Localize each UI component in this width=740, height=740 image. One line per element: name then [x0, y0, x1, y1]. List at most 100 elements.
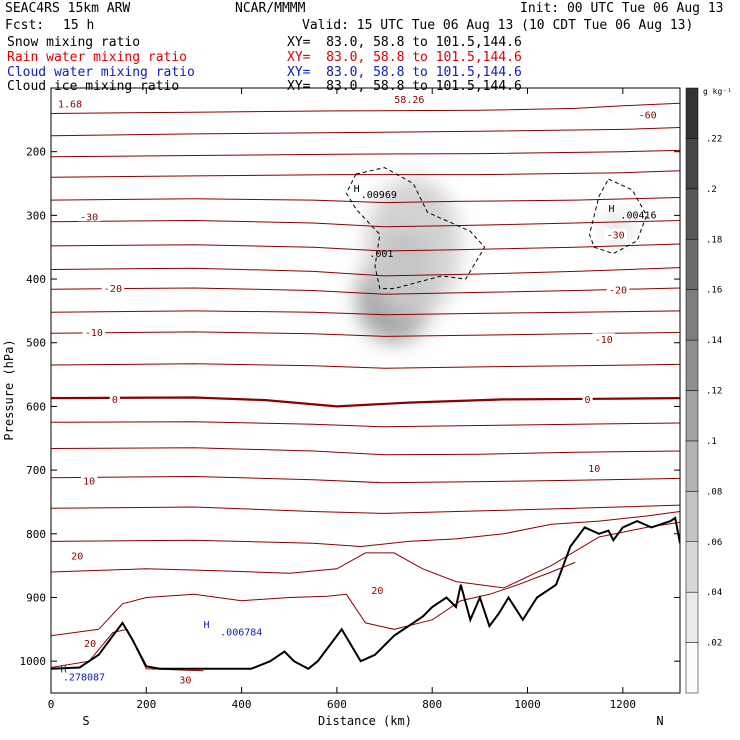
snow-shade-2	[365, 177, 461, 318]
contour-label-13: 30	[179, 675, 191, 686]
colorbar-tick-label-6: .14	[706, 336, 722, 346]
x-tick-label-0: 0	[48, 698, 55, 711]
contour-label-10: 10	[588, 464, 600, 475]
colorbar-tick-label-3: .08	[706, 487, 722, 497]
field-name-snow: Snow mixing ratio	[7, 35, 141, 50]
temperature-contour-17	[51, 511, 680, 548]
colorbar: .02 .04 .06 .08 .1 .12 .14 .16 .18 .2 .22	[685, 87, 722, 694]
forecast-hour: 15 h	[63, 18, 95, 33]
x-tick-label-2: 400	[232, 698, 252, 711]
contour-label-4: -20	[609, 286, 627, 297]
contour-label-0: -60	[639, 110, 657, 121]
contour-label-2: -30	[607, 231, 625, 242]
y-tick-label-2: 400	[26, 273, 46, 286]
cloud-ice-high-label-0: H	[354, 184, 360, 195]
contour-label-bg-2	[604, 228, 627, 240]
temperature-contour-2	[51, 149, 680, 158]
terrain-line	[51, 516, 680, 670]
temperature-contour-14	[51, 447, 680, 456]
y-tick-label-8: 1000	[20, 655, 47, 668]
x-tick-label-6: 1200	[610, 698, 637, 711]
contour-label-bg-8	[582, 393, 593, 405]
contour-label-bg-14	[81, 636, 99, 648]
field-xy-snow: XY= 83.0, 58.8 to 101.5,144.6	[287, 35, 522, 50]
annotation-label-1: H	[203, 620, 209, 631]
snow-shading	[355, 177, 633, 343]
temperature-contour-3	[51, 170, 680, 178]
colorbar-swatch-11	[685, 87, 699, 139]
colorbar-swatch-10	[685, 138, 699, 190]
y-tick-label-4: 600	[26, 400, 46, 413]
colorbar-swatch-1	[685, 591, 699, 643]
temperature-contour-8	[51, 287, 680, 295]
contour-label-15: 1.68	[58, 100, 82, 111]
annotation-label-3: H	[61, 665, 67, 676]
contour-label-bg-5	[82, 326, 106, 338]
temperature-contour-13	[51, 421, 680, 428]
y-tick-label-3: 500	[26, 337, 46, 350]
init-time: Init: 00 UTC Tue 06 Aug 13	[520, 1, 724, 16]
temperature-contour-7	[51, 267, 680, 277]
y-tick-label-1: 300	[26, 209, 46, 222]
colorbar-swatch-5	[685, 390, 699, 442]
colorbar-swatch-8	[685, 239, 699, 290]
contour-label-bg-12	[369, 584, 386, 596]
contour-label-bg-7	[109, 393, 120, 405]
plot-frame	[50, 87, 681, 694]
colorbar-swatch-4	[685, 440, 699, 492]
contour-label-7: 0	[112, 395, 118, 406]
temperature-contour-6	[51, 243, 680, 252]
temperature-contour-18	[51, 521, 680, 589]
contour-label-bg-1	[77, 210, 101, 222]
contour-label-1: -30	[80, 212, 98, 223]
org-label: NCAR/MMMM	[235, 1, 306, 16]
colorbar-swatch-2	[685, 541, 699, 593]
annotation-label-0: .001	[369, 249, 393, 260]
contour-label-bg-9	[80, 474, 98, 486]
annotation-label-4: .278087	[63, 672, 105, 683]
temperature-contour-20	[51, 628, 204, 672]
field-name-cloud-water: Cloud water mixing ratio	[7, 65, 195, 80]
cloud-ice-high-value-1: .00416	[620, 211, 656, 222]
field-xy-cloud-water: XY= 83.0, 58.8 to 101.5,144.6	[287, 65, 522, 80]
temperature-contour-1	[51, 127, 680, 137]
temperature-contour-16	[51, 504, 680, 514]
contour-label-bg-11	[69, 549, 86, 561]
contour-label-bg-3	[101, 282, 125, 294]
x-tick-label-1: 200	[136, 698, 156, 711]
temperature-contour-4	[51, 197, 680, 204]
contour-label-3: -20	[104, 284, 122, 295]
temperature-contour-19	[51, 561, 576, 637]
y-tick-label-0: 200	[26, 146, 46, 159]
colorbar-tick-label-4: .1	[706, 437, 717, 447]
y-tick-label-7: 900	[26, 591, 46, 604]
field-name-cloud-ice: Cloud ice mixing ratio	[7, 79, 180, 94]
contour-label-12: 20	[371, 586, 383, 597]
y-tick-label-5: 700	[26, 464, 46, 477]
contour-label-bg-13	[177, 673, 194, 685]
colorbar-unit: g kg⁻¹	[703, 87, 732, 96]
contour-label-bg-16	[391, 93, 427, 105]
colorbar-tick-label-0: .02	[706, 639, 722, 649]
valid-time: Valid: 15 UTC Tue 06 Aug 13 (10 CDT Tue …	[302, 18, 694, 33]
x-tick-label-4: 800	[422, 698, 442, 711]
contour-label-bg-15	[55, 97, 85, 109]
colorbar-tick-label-1: .04	[706, 588, 722, 598]
colorbar-tick-label-2: .06	[706, 538, 722, 548]
cloud-ice-high-label-1: H	[609, 204, 615, 215]
temperature-contour-10	[51, 331, 680, 337]
temperature-contour-5	[51, 219, 680, 228]
colorbar-swatch-6	[685, 339, 699, 391]
x-end-label-north: N	[656, 714, 663, 728]
contour-label-9: 10	[83, 477, 95, 488]
y-axis-title: Pressure (hPa)	[2, 339, 16, 440]
cloud-ice-outline-1	[588, 178, 648, 255]
cloud-ice-outline-0	[345, 167, 486, 290]
field-name-rain: Rain water mixing ratio	[7, 50, 188, 65]
contour-label-6: -10	[595, 335, 613, 346]
x-end-label-south: S	[82, 714, 89, 728]
cloud-ice-high-value-0: .00969	[361, 190, 397, 201]
contour-label-bg-0	[636, 108, 659, 120]
forecast-label: Fcst:	[5, 18, 45, 33]
